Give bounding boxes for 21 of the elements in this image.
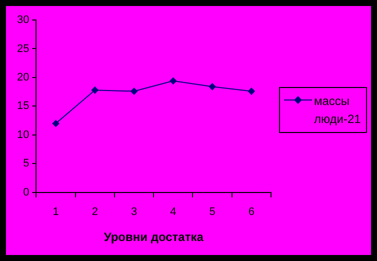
point: [170, 77, 177, 84]
y-tick-label: 5: [23, 158, 30, 170]
point: [52, 120, 60, 127]
legend-label: массы люди-21: [314, 93, 362, 128]
point: [208, 83, 216, 90]
y-tick-label: 30: [16, 14, 30, 26]
y-tick-label: 20: [16, 72, 30, 84]
x-axis-title: Уровни достатка: [104, 230, 204, 244]
x-tick-label: 4: [170, 206, 176, 218]
point: [248, 88, 255, 95]
x-tick-label: 1: [52, 206, 59, 218]
y-tick-label: 10: [16, 128, 30, 141]
y-tick-label: 15: [16, 100, 30, 112]
x-tick-label: 2: [92, 206, 98, 218]
y-tick-label: 0: [23, 186, 30, 198]
point: [91, 86, 98, 94]
x-tick-label: 6: [248, 206, 254, 218]
y-tick-label: 25: [16, 42, 30, 55]
x-tick-label: 3: [130, 206, 138, 218]
point: [130, 88, 138, 95]
x-tick-label: 5: [209, 206, 216, 218]
